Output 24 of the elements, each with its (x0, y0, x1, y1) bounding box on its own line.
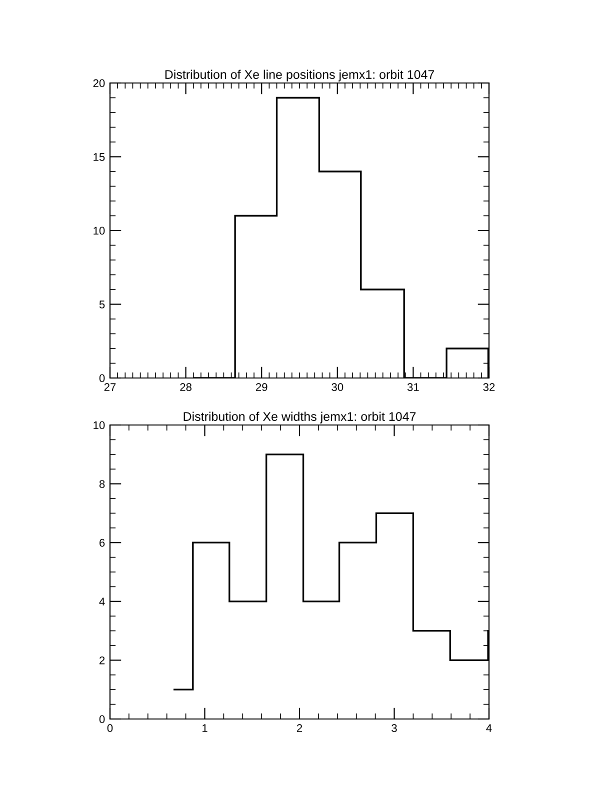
x-tick-label: 32 (483, 383, 495, 392)
y-tick-label: 15 (94, 153, 105, 161)
x-tick-label: 4 (486, 724, 492, 732)
x-tick-label: 3 (392, 724, 397, 732)
x-tick-label: 27 (104, 383, 116, 391)
y-tick-label: 6 (100, 538, 105, 547)
y-tick-label: 10 (94, 226, 105, 235)
y-tick-label: 0 (99, 715, 105, 724)
x-tick-label: 29 (256, 383, 268, 392)
y-tick-label: 2 (100, 656, 105, 664)
x-tick-label: 0 (107, 724, 113, 732)
y-tick-label: 8 (99, 480, 105, 488)
y-tick-label: 10 (94, 421, 105, 430)
chart-title: Distribution of Xe line positions jemx1: orbit 1047 (165, 70, 434, 82)
x-tick-label: 2 (296, 724, 302, 732)
x-tick-label: 1 (202, 724, 208, 732)
y-tick-label: 5 (99, 300, 105, 308)
chart-title: Distribution of Xe widths jemx1: orbit 1047 (184, 412, 416, 424)
y-tick-label: 4 (99, 598, 105, 606)
x-tick-label: 31 (407, 383, 419, 392)
y-tick-label: 0 (99, 374, 105, 382)
x-tick-label: 28 (180, 383, 192, 392)
y-tick-label: 20 (93, 79, 105, 88)
x-tick-label: 30 (332, 383, 344, 392)
